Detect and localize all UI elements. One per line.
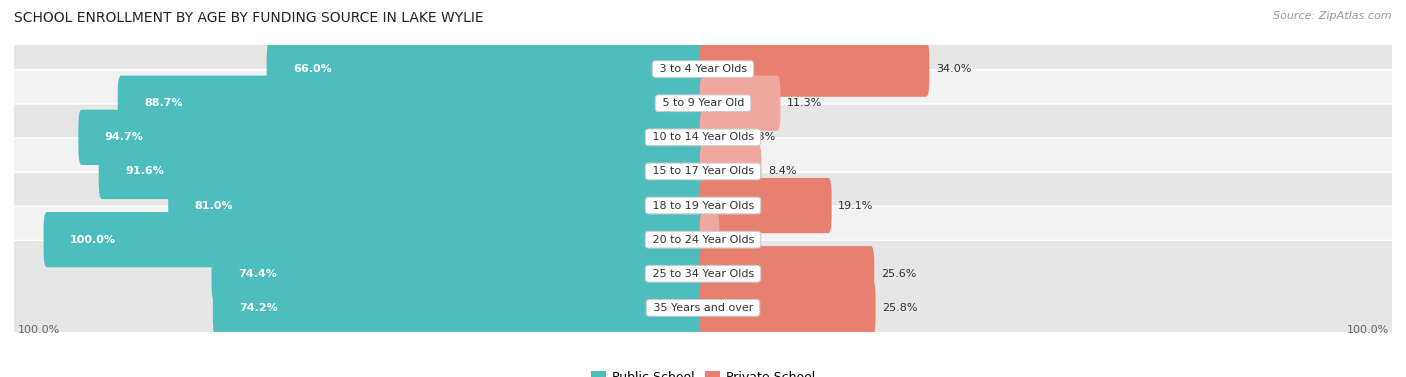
FancyBboxPatch shape <box>4 2 1402 136</box>
Text: 66.0%: 66.0% <box>292 64 332 74</box>
Text: 74.2%: 74.2% <box>239 303 278 313</box>
Text: 10 to 14 Year Olds: 10 to 14 Year Olds <box>648 132 758 143</box>
FancyBboxPatch shape <box>700 110 741 165</box>
Text: 100.0%: 100.0% <box>1347 325 1389 335</box>
FancyBboxPatch shape <box>700 41 929 97</box>
Text: SCHOOL ENROLLMENT BY AGE BY FUNDING SOURCE IN LAKE WYLIE: SCHOOL ENROLLMENT BY AGE BY FUNDING SOUR… <box>14 11 484 25</box>
FancyBboxPatch shape <box>44 212 706 267</box>
FancyBboxPatch shape <box>118 76 706 131</box>
FancyBboxPatch shape <box>4 70 1402 205</box>
Text: Source: ZipAtlas.com: Source: ZipAtlas.com <box>1274 11 1392 21</box>
FancyBboxPatch shape <box>4 172 1402 307</box>
Text: 25 to 34 Year Olds: 25 to 34 Year Olds <box>648 269 758 279</box>
FancyBboxPatch shape <box>79 110 706 165</box>
Text: 19.1%: 19.1% <box>838 201 873 211</box>
Text: 5 to 9 Year Old: 5 to 9 Year Old <box>658 98 748 108</box>
Text: 0.0%: 0.0% <box>713 234 741 245</box>
Text: 5.3%: 5.3% <box>748 132 776 143</box>
Text: 81.0%: 81.0% <box>194 201 233 211</box>
Text: 100.0%: 100.0% <box>17 325 59 335</box>
FancyBboxPatch shape <box>4 206 1402 341</box>
FancyBboxPatch shape <box>212 280 706 336</box>
FancyBboxPatch shape <box>4 104 1402 239</box>
FancyBboxPatch shape <box>169 178 706 233</box>
Text: 100.0%: 100.0% <box>70 234 115 245</box>
FancyBboxPatch shape <box>4 36 1402 171</box>
Text: 8.4%: 8.4% <box>768 166 796 176</box>
Text: 20 to 24 Year Olds: 20 to 24 Year Olds <box>648 234 758 245</box>
Text: 34.0%: 34.0% <box>936 64 972 74</box>
FancyBboxPatch shape <box>700 76 780 131</box>
FancyBboxPatch shape <box>700 280 876 336</box>
FancyBboxPatch shape <box>4 241 1402 375</box>
Text: 88.7%: 88.7% <box>143 98 183 108</box>
Text: 18 to 19 Year Olds: 18 to 19 Year Olds <box>648 201 758 211</box>
Text: 74.4%: 74.4% <box>238 269 277 279</box>
FancyBboxPatch shape <box>700 144 762 199</box>
FancyBboxPatch shape <box>267 41 706 97</box>
FancyBboxPatch shape <box>700 212 720 267</box>
FancyBboxPatch shape <box>211 246 706 301</box>
Text: 15 to 17 Year Olds: 15 to 17 Year Olds <box>648 166 758 176</box>
FancyBboxPatch shape <box>700 178 831 233</box>
FancyBboxPatch shape <box>98 144 706 199</box>
Legend: Public School, Private School: Public School, Private School <box>586 366 820 377</box>
FancyBboxPatch shape <box>4 138 1402 273</box>
Text: 35 Years and over: 35 Years and over <box>650 303 756 313</box>
Text: 3 to 4 Year Olds: 3 to 4 Year Olds <box>655 64 751 74</box>
Text: 94.7%: 94.7% <box>104 132 143 143</box>
Text: 91.6%: 91.6% <box>125 166 165 176</box>
Text: 25.8%: 25.8% <box>882 303 918 313</box>
Text: 25.6%: 25.6% <box>880 269 917 279</box>
Text: 11.3%: 11.3% <box>787 98 823 108</box>
FancyBboxPatch shape <box>700 246 875 301</box>
